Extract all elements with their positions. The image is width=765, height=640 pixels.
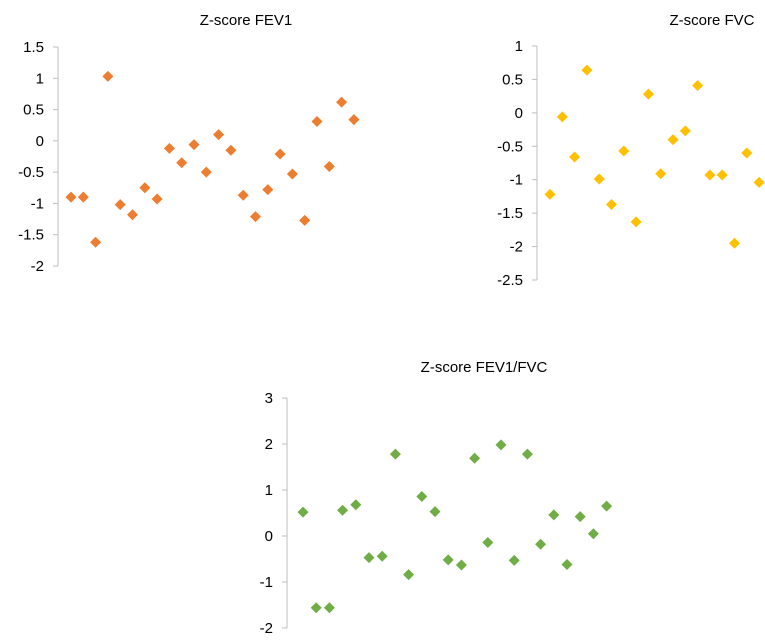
data-point bbox=[151, 193, 163, 205]
data-point bbox=[114, 199, 126, 211]
data-point bbox=[389, 448, 401, 460]
data-point bbox=[77, 191, 89, 203]
data-point bbox=[618, 145, 630, 157]
data-point bbox=[416, 490, 428, 502]
data-point bbox=[482, 536, 494, 548]
data-point bbox=[297, 506, 309, 518]
y-tick-label: -1 bbox=[510, 172, 523, 189]
data-point bbox=[176, 157, 188, 169]
data-point bbox=[729, 237, 740, 249]
data-point bbox=[587, 528, 599, 540]
data-point bbox=[606, 198, 617, 210]
data-point bbox=[679, 125, 691, 137]
data-point bbox=[350, 499, 362, 511]
data-point bbox=[692, 79, 704, 91]
data-point bbox=[561, 559, 573, 571]
data-point bbox=[274, 148, 286, 160]
y-tick-label: -2 bbox=[31, 258, 44, 275]
data-point bbox=[250, 211, 261, 223]
y-tick-label: 2 bbox=[265, 436, 273, 453]
data-point bbox=[556, 111, 568, 123]
data-point bbox=[310, 602, 322, 614]
data-point bbox=[655, 168, 667, 180]
data-point bbox=[574, 511, 586, 523]
data-point bbox=[213, 129, 225, 141]
data-point bbox=[102, 70, 114, 82]
data-point bbox=[455, 559, 467, 571]
y-tick-label: -2 bbox=[510, 239, 523, 256]
data-point bbox=[286, 168, 298, 180]
y-tick-label: 0 bbox=[515, 105, 523, 122]
data-point bbox=[593, 173, 605, 185]
data-point bbox=[127, 209, 138, 221]
data-point bbox=[200, 166, 212, 178]
data-point bbox=[716, 169, 728, 181]
y-tick-label: 0 bbox=[36, 133, 44, 150]
data-point bbox=[535, 538, 547, 550]
y-tick-label: 0 bbox=[265, 528, 273, 545]
data-point bbox=[544, 188, 556, 200]
data-point bbox=[363, 552, 375, 564]
chart-title: Z-score FEV1/FVC bbox=[421, 359, 548, 376]
chart-z-score-fev1-fvc: Z-score FEV1/FVC 3 2 1 0 -1 -2 bbox=[260, 359, 613, 637]
data-point bbox=[442, 554, 454, 566]
data-point bbox=[237, 189, 249, 201]
data-point bbox=[741, 147, 753, 159]
data-point bbox=[403, 569, 415, 581]
data-point bbox=[521, 448, 533, 460]
data-point bbox=[376, 550, 388, 562]
y-tick-label: -2.5 bbox=[497, 272, 523, 289]
y-tick-label: -1 bbox=[260, 574, 273, 591]
data-point bbox=[90, 236, 102, 248]
y-tick-label: -0.5 bbox=[18, 164, 44, 181]
data-point bbox=[581, 64, 593, 76]
data-point bbox=[495, 439, 507, 451]
data-point bbox=[601, 500, 613, 512]
data-point bbox=[65, 191, 77, 203]
data-point bbox=[323, 161, 335, 173]
y-tick-label: 1 bbox=[36, 70, 44, 87]
data-point bbox=[139, 182, 151, 194]
chart-title: Z-score FVC bbox=[669, 12, 754, 29]
y-tick-label: 3 bbox=[265, 390, 273, 407]
data-point bbox=[262, 184, 274, 196]
data-point bbox=[299, 214, 311, 226]
data-point bbox=[225, 144, 237, 156]
y-tick-label: 1.5 bbox=[23, 39, 44, 56]
data-point bbox=[348, 114, 360, 126]
y-tick-label: -1.5 bbox=[497, 205, 523, 222]
y-tick-label: 1 bbox=[265, 482, 273, 499]
data-point bbox=[188, 139, 200, 151]
data-point bbox=[548, 509, 560, 521]
data-point bbox=[323, 602, 335, 614]
data-point bbox=[336, 96, 348, 108]
data-point bbox=[429, 506, 441, 518]
y-tick-label: 1 bbox=[515, 38, 523, 55]
data-point bbox=[630, 216, 642, 228]
data-point bbox=[704, 169, 716, 181]
y-tick-label: -0.5 bbox=[497, 138, 523, 155]
data-point bbox=[311, 115, 323, 127]
data-point bbox=[163, 142, 175, 154]
y-tick-label: -2 bbox=[260, 620, 273, 635]
data-point bbox=[337, 504, 349, 516]
y-tick-label: -1.5 bbox=[18, 227, 44, 244]
data-point bbox=[642, 88, 654, 100]
data-point bbox=[667, 134, 679, 146]
chart-title: Z-score FEV1 bbox=[200, 12, 293, 29]
data-point bbox=[469, 452, 481, 464]
data-point bbox=[569, 151, 581, 163]
data-point bbox=[753, 176, 765, 188]
y-tick-label: -1 bbox=[31, 195, 44, 212]
chart-z-score-fvc: Z-score FVC 1 0.5 0 -0.5 -1 -1.5 -2 -2.5 bbox=[497, 12, 765, 289]
data-point bbox=[508, 554, 520, 566]
y-tick-label: 0.5 bbox=[23, 102, 44, 119]
chart-z-score-fev1: Z-score FEV1 1.5 1 0.5 0 -0.5 -1 -1.5 -2 bbox=[18, 12, 360, 275]
y-tick-label: 0.5 bbox=[502, 71, 523, 88]
